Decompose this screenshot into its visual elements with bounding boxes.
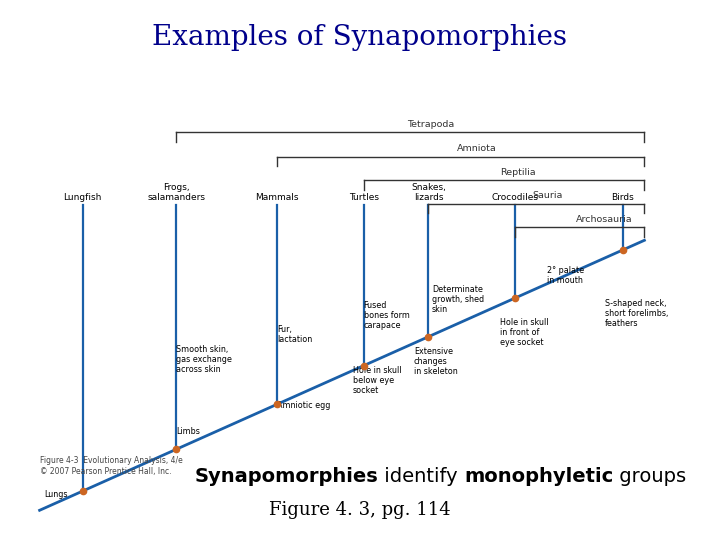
Text: Frogs,
salamanders: Frogs, salamanders [148, 183, 205, 202]
Text: Hole in skull
below eye
socket: Hole in skull below eye socket [353, 366, 401, 395]
Text: Crocodiles: Crocodiles [491, 193, 539, 202]
Text: S-shaped neck,
short forelimbs,
feathers: S-shaped neck, short forelimbs, feathers [605, 299, 668, 328]
Text: Hole in skull
in front of
eye socket: Hole in skull in front of eye socket [500, 318, 549, 347]
Text: Archosauria: Archosauria [576, 214, 633, 224]
Text: Fused
bones form
carapace: Fused bones form carapace [364, 301, 410, 330]
Text: Amniotic egg: Amniotic egg [277, 401, 330, 409]
Text: Sauria: Sauria [533, 191, 563, 200]
Text: Turtles: Turtles [348, 193, 379, 202]
Text: Fur,
lactation: Fur, lactation [277, 325, 312, 345]
Text: Amniota: Amniota [457, 144, 497, 153]
Text: Mammals: Mammals [256, 193, 299, 202]
Text: Tetrapoda: Tetrapoda [407, 120, 454, 129]
Text: monophyletic: monophyletic [464, 467, 613, 486]
Text: Examples of Synapomorphies: Examples of Synapomorphies [153, 24, 567, 51]
Text: Birds: Birds [611, 193, 634, 202]
Text: Lungs: Lungs [45, 490, 68, 498]
Text: Lungfish: Lungfish [63, 193, 102, 202]
Text: Synapomorphies: Synapomorphies [194, 467, 378, 486]
Text: Determinate
growth, shed
skin: Determinate growth, shed skin [432, 285, 484, 314]
Text: Smooth skin,
gas exchange
across skin: Smooth skin, gas exchange across skin [176, 345, 233, 374]
Text: Extensive
changes
in skeleton: Extensive changes in skeleton [414, 347, 458, 376]
Text: 2° palate
in mouth: 2° palate in mouth [547, 266, 585, 285]
Text: identify: identify [378, 467, 464, 486]
Text: Reptilia: Reptilia [500, 167, 536, 177]
Text: Figure 4. 3, pg. 114: Figure 4. 3, pg. 114 [269, 501, 451, 519]
Text: groups: groups [613, 467, 686, 486]
Text: Figure 4-3  Evolutionary Analysis, 4/e
© 2007 Pearson Prentice Hall, Inc.: Figure 4-3 Evolutionary Analysis, 4/e © … [40, 456, 182, 476]
Text: Limbs: Limbs [176, 428, 200, 436]
Text: Snakes,
lizards: Snakes, lizards [411, 183, 446, 202]
